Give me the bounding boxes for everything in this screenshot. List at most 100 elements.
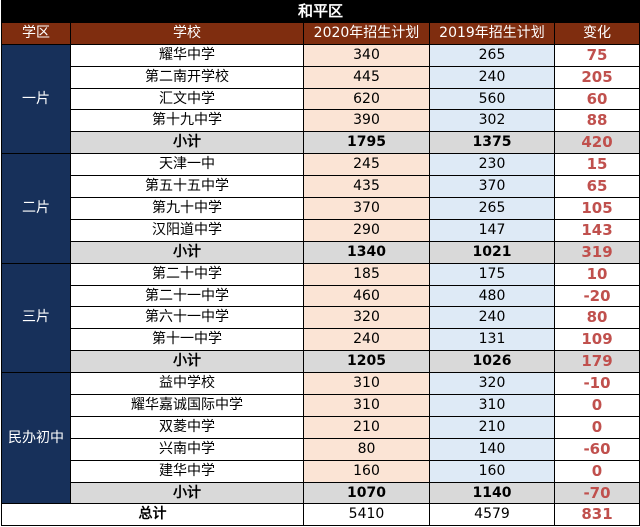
school-name-cell: 第二南开学校 — [70, 65, 304, 89]
table-row: 第二南开学校 445 240 205 — [2, 65, 640, 89]
subtotal-label: 小计 — [70, 350, 304, 374]
change-cell: -60 — [554, 437, 640, 461]
district-cell: 民办初中 — [1, 372, 71, 505]
school-name-cell: 第二十一中学 — [70, 284, 304, 308]
header-district: 学区 — [1, 21, 71, 45]
plan-2020-cell: 245 — [303, 153, 430, 177]
table-row: 民办初中 益中学校 310 320 -10 — [1, 372, 640, 505]
change-cell: 105 — [554, 197, 640, 220]
subtotal-2020: 1795 — [303, 131, 430, 155]
plan-2020-cell: 240 — [303, 328, 430, 352]
table-row: 第二十一中学 460 480 -20 — [2, 284, 640, 308]
table-title: 和平区 — [1, 0, 640, 23]
plan-2019-cell: 265 — [429, 43, 555, 67]
plan-2019-cell: 175 — [429, 262, 555, 286]
change-cell: 143 — [554, 218, 640, 242]
table-row: 二片 天津一中 245 230 15 — [1, 153, 640, 264]
subtotal-2020: 1205 — [303, 350, 430, 374]
school-name-cell: 建华中学 — [70, 459, 304, 483]
subtotal-change: -70 — [554, 481, 640, 505]
plan-2020-cell: 310 — [303, 372, 430, 396]
table-row: 第六十一中学 320 240 80 — [2, 306, 640, 330]
change-cell: 88 — [554, 109, 640, 133]
plan-2019-cell: 160 — [429, 459, 555, 483]
change-cell: 0 — [554, 459, 640, 483]
total-label: 总计 — [1, 503, 304, 527]
plan-2020-cell: 185 — [303, 262, 430, 286]
school-name-cell: 耀华嘉诚国际中学 — [70, 394, 304, 417]
plan-2020-cell: 370 — [303, 197, 430, 220]
total-2019: 4579 — [429, 503, 555, 527]
table-row: 第十九中学 390 302 88 — [2, 109, 640, 133]
plan-2020-cell: 310 — [303, 394, 430, 417]
school-name-cell: 第十一中学 — [70, 328, 304, 352]
school-name-cell: 第六十一中学 — [70, 306, 304, 330]
subtotal-row: 小计 1795 1375 420 — [2, 131, 640, 155]
subtotal-row: 小计 1070 1140 -70 — [2, 481, 640, 505]
change-cell: 75 — [554, 43, 640, 67]
subtotal-row: 小计 1205 1026 179 — [2, 350, 640, 374]
subtotal-2019: 1375 — [429, 131, 555, 155]
plan-2020-cell: 160 — [303, 459, 430, 483]
plan-2019-cell: 131 — [429, 328, 555, 352]
change-cell: 10 — [554, 262, 640, 286]
change-cell: 0 — [554, 415, 640, 439]
school-name-cell: 汇文中学 — [70, 87, 304, 111]
subtotal-2020: 1340 — [303, 240, 430, 264]
plan-2019-cell: 560 — [429, 87, 555, 111]
subtotal-2019: 1140 — [429, 481, 555, 505]
change-cell: -10 — [554, 372, 640, 396]
district-cell: 三片 — [1, 262, 71, 374]
district-cell: 一片 — [1, 43, 71, 155]
school-name-cell: 第二十中学 — [70, 262, 304, 286]
total-2020: 5410 — [303, 503, 430, 527]
plan-2019-cell: 265 — [429, 197, 555, 220]
plan-2020-cell: 290 — [303, 218, 430, 242]
school-name-cell: 第十九中学 — [70, 109, 304, 133]
change-cell: -20 — [554, 284, 640, 308]
subtotal-change: 179 — [554, 350, 640, 374]
table-row: 三片 第二十中学 185 175 10 — [1, 262, 640, 374]
plan-2020-cell: 390 — [303, 109, 430, 133]
plan-2019-cell: 320 — [429, 372, 555, 396]
subtotal-label: 小计 — [70, 240, 304, 264]
change-cell: 0 — [554, 394, 640, 417]
plan-2020-cell: 460 — [303, 284, 430, 308]
school-name-cell: 天津一中 — [70, 153, 304, 177]
school-name-cell: 双菱中学 — [70, 415, 304, 439]
change-cell: 109 — [554, 328, 640, 352]
title-row: 和平区 — [1, 0, 640, 23]
school-name-cell: 第五十五中学 — [70, 175, 304, 199]
subtotal-change: 319 — [554, 240, 640, 264]
table-row: 兴南中学 80 140 -60 — [2, 437, 640, 461]
change-cell: 65 — [554, 175, 640, 199]
district-cell: 二片 — [1, 153, 71, 264]
header-2019: 2019年招生计划 — [429, 21, 555, 45]
plan-2019-cell: 480 — [429, 284, 555, 308]
table-row: 建华中学 160 160 0 — [2, 459, 640, 483]
header-row: 学区 学校 2020年招生计划 2019年招生计划 变化 — [1, 21, 640, 45]
change-cell: 60 — [554, 87, 640, 111]
school-name-cell: 兴南中学 — [70, 437, 304, 461]
table-row: 耀华嘉诚国际中学 310 310 0 — [2, 394, 640, 417]
plan-2019-cell: 240 — [429, 306, 555, 330]
plan-2020-cell: 620 — [303, 87, 430, 111]
subtotal-2020: 1070 — [303, 481, 430, 505]
plan-2019-cell: 310 — [429, 394, 555, 417]
plan-2020-cell: 435 — [303, 175, 430, 199]
plan-2019-cell: 147 — [429, 218, 555, 242]
plan-2020-cell: 445 — [303, 65, 430, 89]
plan-2020-cell: 210 — [303, 415, 430, 439]
table-row: 第十一中学 240 131 109 — [2, 328, 640, 352]
table-row: 第九十中学 370 265 105 — [2, 197, 640, 220]
total-change: 831 — [554, 503, 640, 527]
header-2020: 2020年招生计划 — [303, 21, 430, 45]
subtotal-label: 小计 — [70, 481, 304, 505]
change-cell: 205 — [554, 65, 640, 89]
subtotal-2019: 1026 — [429, 350, 555, 374]
plan-2019-cell: 240 — [429, 65, 555, 89]
subtotal-2019: 1021 — [429, 240, 555, 264]
school-name-cell: 第九十中学 — [70, 197, 304, 220]
